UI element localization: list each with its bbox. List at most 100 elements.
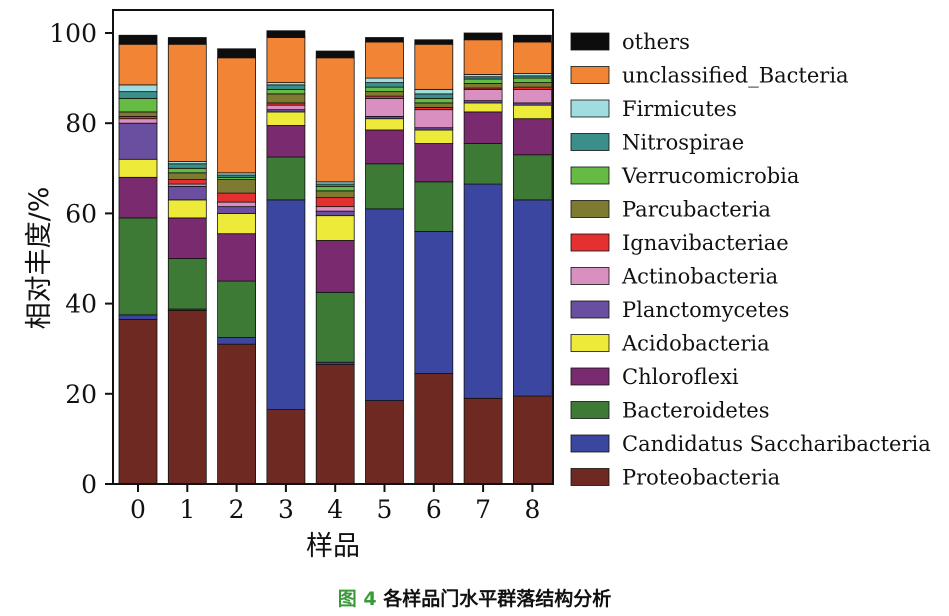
bar-segment-0-unclassified-bacteria [118, 43, 158, 86]
x-tick-label: 4 [327, 495, 343, 524]
bar-segment-1-planctomycetes [167, 185, 207, 201]
bar-segment-4-planctomycetes [315, 210, 355, 217]
legend-label: Parcubacteria [622, 198, 771, 222]
legend-item: Acidobacteria [570, 332, 770, 356]
bar-segment-7-actinobacteria [463, 88, 503, 102]
plot-frame [112, 9, 554, 485]
legend-swatch [570, 468, 610, 486]
bar-segment-3-bacteroidetes [266, 156, 306, 201]
bar-segment-1-parcubacteria [167, 172, 207, 180]
bar-segment-3-nitrospirae [266, 84, 306, 90]
bar-segment-1-bacteroidetes [167, 258, 207, 310]
bar-segment-1-chloroflexi [167, 217, 207, 259]
bar-segment-1-proteobacteria [167, 309, 207, 485]
bar-segment-3-acidobacteria [266, 111, 306, 126]
bar-segment-8-chloroflexi [513, 118, 552, 156]
bar-segment-6-acidobacteria [414, 129, 454, 144]
legend-item: Firmicutes [570, 97, 737, 121]
x-axis-title: 样品 [306, 531, 360, 562]
bar-segment-4-actinobacteria [315, 206, 355, 212]
bar-segment-5-others [365, 37, 404, 43]
legend-label: Ignavibacteriae [622, 231, 789, 255]
bar-segment-3-verrucomicrobia [266, 88, 306, 95]
bar-segment-2-planctomycetes [217, 206, 257, 214]
bar-segment-3-others [266, 30, 306, 38]
legend-label: unclassified_Bacteria [622, 64, 849, 88]
bar-segment-1-verrucomicrobia [167, 167, 207, 174]
bar-segment-8-parcubacteria [513, 82, 552, 88]
legend: others unclassified_Bacteria Firmicutes Nit… [570, 30, 931, 490]
y-tick-label: 60 [65, 199, 97, 228]
legend-item: Bacteroidetes [570, 399, 770, 423]
legend-label: Bacteroidetes [622, 399, 770, 423]
bar-segment-6-proteobacteria [414, 373, 454, 485]
legend-swatch [570, 401, 610, 419]
bar-segment-2-acidobacteria [217, 212, 257, 235]
bars-layer [118, 30, 552, 485]
legend-label: Verrucomicrobia [621, 164, 799, 188]
bar-segment-2-unclassified-bacteria [217, 57, 257, 174]
bar-segment-6-others [414, 39, 454, 45]
bar-segment-1-nitrospirae [167, 163, 207, 169]
bar-segment-8-others [513, 34, 552, 43]
legend-item: Verrucomicrobia [570, 164, 799, 188]
bar-segment-5-nitrospirae [365, 82, 404, 88]
bar-segment-8-unclassified-bacteria [513, 41, 552, 74]
x-tick-label: 2 [229, 495, 245, 524]
bar-segment-7-proteobacteria [463, 397, 503, 485]
figure-title: 各样品门水平群落结构分析 [383, 588, 612, 610]
bar-segment-7-candidatus-saccharibacteria [463, 183, 503, 399]
bar-segment-5-unclassified-bacteria [365, 41, 404, 79]
bar-segment-0-acidobacteria [118, 158, 158, 178]
legend-item: others [570, 30, 690, 54]
legend-swatch [570, 66, 610, 84]
legend-swatch [570, 200, 610, 218]
y-axis: 0 20 40 60 80 100 [49, 19, 113, 499]
bar-segment-2-parcubacteria [217, 179, 257, 194]
x-tick-label: 5 [377, 495, 393, 524]
legend-swatch [570, 32, 610, 51]
legend-item: Proteobacteria [570, 466, 780, 490]
bar-segment-7-parcubacteria [463, 83, 503, 89]
bar-segment-1-unclassified-bacteria [167, 43, 207, 162]
bar-segment-0-others [118, 34, 158, 45]
figure-caption: 图 4 各样品门水平群落结构分析 [0, 584, 949, 611]
bar-segment-6-actinobacteria [414, 109, 454, 129]
bar-segment-0-planctomycetes [118, 122, 158, 160]
bar-segment-8-actinobacteria [513, 88, 552, 104]
bar-segment-1-others [167, 37, 207, 45]
bar-segment-5-verrucomicrobia [365, 86, 404, 93]
legend-item: unclassified_Bacteria [570, 64, 849, 88]
bar-segment-3-actinobacteria [266, 104, 306, 111]
x-tick-label: 1 [179, 495, 195, 524]
bar-segment-2-candidatus-saccharibacteria [217, 337, 257, 345]
bar-segment-2-proteobacteria [217, 343, 257, 485]
bar-segment-7-unclassified-bacteria [463, 39, 503, 75]
bar-segment-4-parcubacteria [315, 190, 355, 199]
bar-segment-4-bacteroidetes [315, 291, 355, 363]
legend-label: Chloroflexi [622, 365, 739, 389]
bar-segment-0-bacteroidetes [118, 217, 158, 316]
bar-segment-6-verrucomicrobia [414, 97, 454, 104]
legend-label: Planctomycetes [622, 298, 789, 322]
bar-segment-3-parcubacteria [266, 93, 306, 104]
bar-segment-0-verrucomicrobia [118, 97, 158, 113]
legend-swatch [570, 99, 610, 118]
legend-swatch [570, 233, 610, 252]
x-tick-label: 6 [426, 495, 442, 524]
bar-segment-2-ignavibacteriae [217, 192, 257, 203]
bar-segment-4-ignavibacteriae [315, 197, 355, 208]
y-tick-label: 40 [65, 290, 97, 319]
bar-segment-6-parcubacteria [414, 102, 454, 108]
bar-segment-5-actinobacteria [365, 97, 404, 117]
legend-swatch [570, 267, 610, 285]
legend-swatch [570, 334, 610, 352]
legend-label: others [622, 30, 690, 54]
legend-label: Nitrospirae [622, 131, 744, 155]
bar-segment-2-actinobacteria [217, 201, 257, 208]
bar-segment-6-nitrospirae [414, 93, 454, 99]
bar-segment-7-bacteroidetes [463, 143, 503, 185]
bar-segment-0-actinobacteria [118, 118, 158, 124]
bar-segment-5-proteobacteria [365, 400, 404, 485]
x-tick-label: 8 [524, 495, 540, 524]
